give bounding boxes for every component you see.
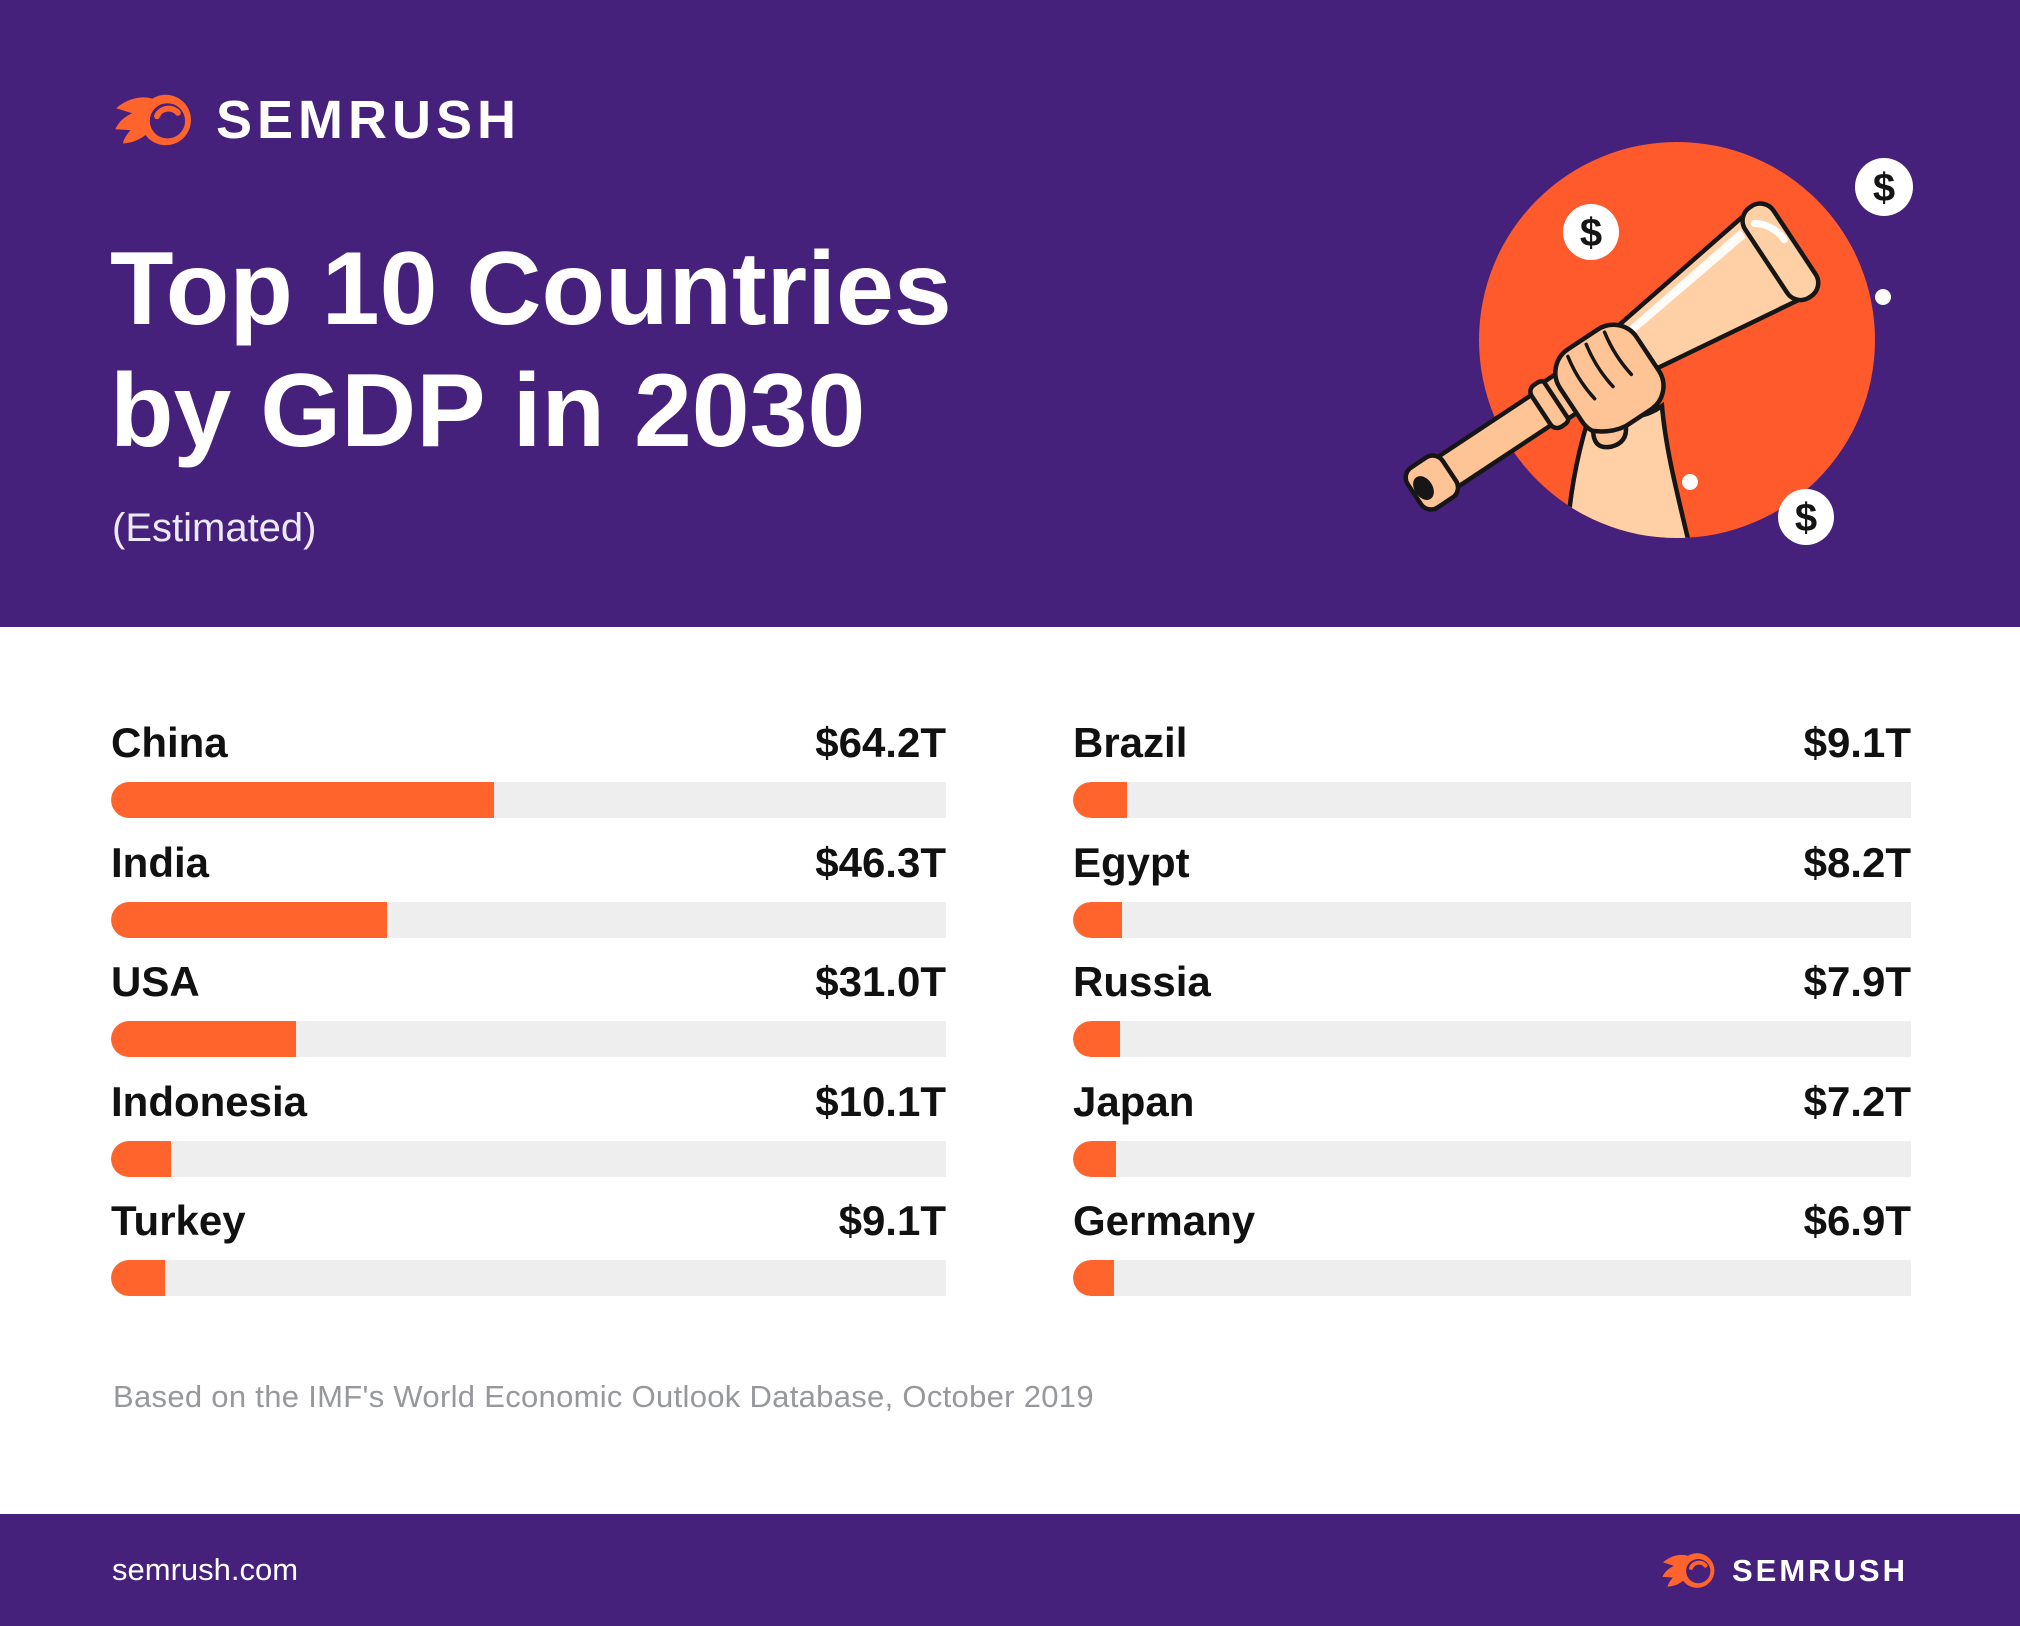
bar-track	[1073, 901, 1911, 938]
country-label: USA	[111, 958, 200, 1005]
bar-track	[111, 782, 946, 818]
telescope-icon	[1403, 201, 1821, 512]
chart-column-left: China $64.2T India $46.3T USA $31.0T Indonesia…	[111, 722, 946, 1320]
bar-fill	[111, 1021, 296, 1057]
bar-track	[111, 1140, 946, 1177]
decor-dot	[1875, 289, 1891, 305]
country-label: Egypt	[1073, 838, 1190, 886]
value-label: $6.9T	[1803, 1197, 1911, 1244]
country-label: Turkey	[111, 1197, 246, 1244]
value-label: $46.3T	[815, 838, 946, 886]
dollar-badge-icon: $	[1855, 158, 1913, 216]
svg-text:$: $	[1795, 496, 1817, 540]
value-label: $31.0T	[815, 958, 946, 1005]
country-label: China	[111, 719, 228, 766]
value-label: $10.1T	[815, 1077, 946, 1125]
telescope-illustration: $ $ $	[1403, 142, 1913, 545]
bar-fill	[111, 1140, 172, 1177]
dollar-badge-icon: $	[1563, 204, 1619, 260]
bar-fill	[1073, 1021, 1121, 1057]
bar-fill	[111, 782, 494, 818]
country-label: Germany	[1073, 1197, 1256, 1244]
bar-row: Egypt $8.2T	[1073, 838, 1911, 938]
bar-row: Germany $6.9T	[1073, 1200, 1911, 1296]
bar-track	[111, 1260, 946, 1296]
decor-dot	[1682, 474, 1698, 490]
page-subtitle: (Estimated)	[112, 506, 317, 550]
footer: semrush.com SEMRUSH	[0, 1514, 2020, 1626]
footer-semrush-logo: SEMRUSH	[1660, 1552, 1908, 1589]
footer-brand-wordmark: SEMRUSH	[1731, 1552, 1908, 1588]
value-label: $7.2T	[1803, 1077, 1911, 1125]
bar-track	[1073, 782, 1911, 818]
svg-text:$: $	[1580, 211, 1602, 255]
footer-site-text: semrush.com	[112, 1552, 299, 1587]
bar-fill	[111, 1260, 166, 1296]
eyepiece-hole	[1413, 476, 1434, 500]
source-footnote: Based on the IMF's World Economic Outloo…	[113, 1379, 1094, 1414]
bar-track	[1073, 1260, 1911, 1296]
header: SEMRUSH Top 10 Countries by GDP in 2030 …	[0, 0, 2020, 627]
semrush-logo: SEMRUSH	[112, 92, 521, 148]
bar-fill	[111, 901, 388, 938]
svg-text:$: $	[1873, 166, 1895, 210]
brand-wordmark: SEMRUSH	[216, 90, 522, 150]
country-label: Brazil	[1073, 719, 1188, 766]
bar-row: Brazil $9.1T	[1073, 722, 1911, 818]
bar-fill	[1073, 901, 1123, 938]
value-label: $7.9T	[1803, 958, 1911, 1005]
bar-row: Russia $7.9T	[1073, 961, 1911, 1057]
page-title-line2: by GDP in 2030	[110, 353, 866, 469]
bar-row: Turkey $9.1T	[111, 1200, 946, 1296]
country-label: India	[111, 838, 210, 886]
country-label: Japan	[1073, 1077, 1195, 1125]
bar-row: Japan $7.2T	[1073, 1077, 1911, 1177]
bar-fill	[1073, 1140, 1117, 1177]
bar-track	[111, 1021, 946, 1057]
country-label: Indonesia	[111, 1077, 308, 1125]
bar-fill	[1073, 1260, 1115, 1296]
country-label: Russia	[1073, 958, 1211, 1005]
dollar-badge-icon: $	[1778, 489, 1834, 545]
fist	[1553, 322, 1666, 450]
value-label: $8.2T	[1803, 838, 1911, 886]
bar-track	[1073, 1021, 1911, 1057]
bar-row: China $64.2T	[111, 722, 946, 818]
value-label: $9.1T	[838, 1197, 946, 1244]
bar-track	[111, 901, 946, 938]
bar-row: USA $31.0T	[111, 961, 946, 1057]
bar-fill	[1073, 782, 1128, 818]
semrush-flame-icon	[115, 94, 191, 146]
page-title-line1: Top 10 Countries	[110, 231, 952, 347]
value-label: $64.2T	[815, 719, 946, 766]
value-label: $9.1T	[1803, 719, 1911, 766]
bar-row: Indonesia $10.1T	[111, 1077, 946, 1177]
bar-row: India $46.3T	[111, 838, 946, 938]
page-title: Top 10 Countries by GDP in 2030	[110, 228, 952, 472]
bar-track	[1073, 1140, 1911, 1177]
chart-column-right: Brazil $9.1T Egypt $8.2T Russia $7.9T Japan $7.…	[1073, 722, 1911, 1320]
semrush-flame-icon	[1662, 1552, 1715, 1588]
